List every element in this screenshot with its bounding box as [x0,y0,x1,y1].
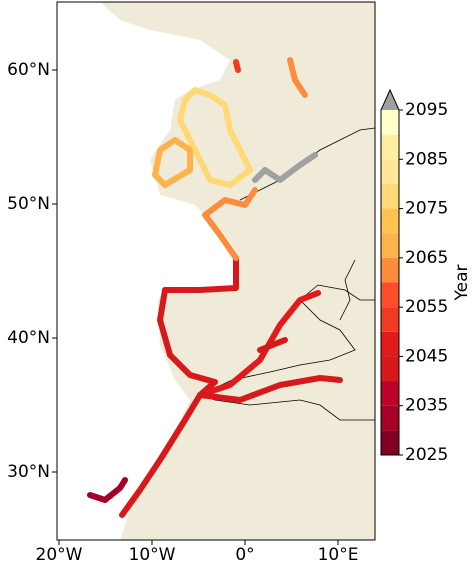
track [287,57,308,98]
colorbar-band [381,307,399,332]
track [197,375,343,403]
colorbar-band [381,331,399,357]
track [119,255,239,518]
x-tick-label: 10°E [318,545,359,565]
colorbar-band [381,257,399,283]
colorbar-band [381,208,399,234]
colorbar-band [381,233,399,258]
colorbar-tick-label: 2075 [405,199,448,219]
x-tick-label: 10°W [129,545,176,565]
colorbar-label: Year [452,264,472,301]
colorbar: 2025 2035 2045 2055 2065 2075 2085 2095 Year [380,88,472,465]
track [152,137,193,188]
colorbar-band [381,430,399,455]
colorbar-tick-label: 2045 [405,346,448,366]
colorbar-band [381,134,399,160]
track [233,59,241,73]
colorbar-band [381,110,399,135]
x-tick-label: 20°W [36,545,83,565]
track [202,187,258,261]
track [197,290,321,398]
axes: 60°N 50°N 40°N 30°N 20°W 10°W 0° 10°E [7,60,358,565]
y-tick-label: 30°N [7,462,50,482]
colorbar-tick-label: 2085 [405,149,448,169]
colorbar-band [381,183,399,209]
colorbar-tick-label: 2035 [405,396,448,416]
x-tick-label: 0° [235,545,254,565]
colorbar-band [381,356,399,382]
coastline [339,259,356,321]
colorbar-tick-label: 2025 [405,445,448,465]
atlantic-ocean [57,2,238,540]
colorbar-band [381,405,399,431]
colorbar-band [381,282,399,308]
colorbar-band [381,159,399,184]
colorbar-tick-label: 2055 [405,297,448,317]
colorbar-tick-label: 2065 [405,248,448,268]
map-frame [56,1,376,541]
y-tick-label: 40°N [7,328,50,348]
track [177,87,253,188]
colorbar-band [381,381,399,406]
track [87,477,128,503]
mediterranean-sea [198,284,376,421]
y-tick-label: 50°N [7,194,50,214]
colorbar-outline [380,88,400,456]
y-tick-label: 60°N [7,60,50,80]
colorbar-extend [381,90,399,110]
colorbar-tick-label: 2095 [405,100,448,120]
track [257,337,288,353]
map [56,1,376,541]
track [252,152,318,183]
